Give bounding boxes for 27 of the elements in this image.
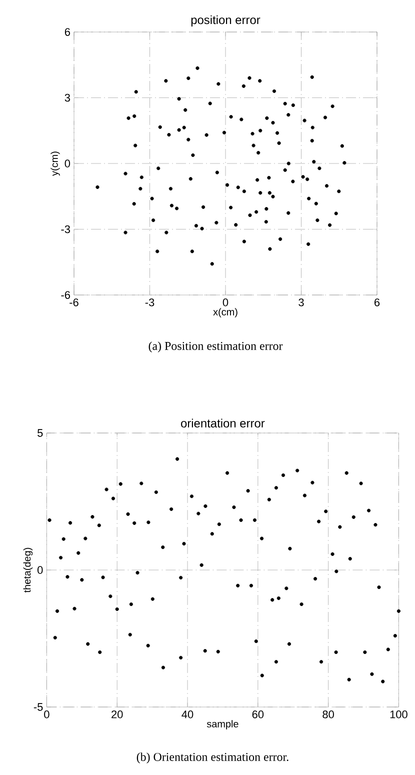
y-tick-label: 0 [64,160,70,168]
y-tick-label: -5 [34,703,43,711]
y-axis-title: theta(deg) [23,548,33,593]
x-tick-label: 60 [252,710,264,718]
x-tick-label: 20 [112,710,123,718]
y-tick-label: 5 [38,429,43,437]
y-tick-label: -3 [61,225,70,234]
text: (a) Position estimation error [148,342,283,352]
y-tick-label: -6 [61,291,70,299]
x-axis-title: x(cm) [213,308,238,318]
x-tick-label: 40 [182,710,194,718]
y-tick-label: 0 [38,566,43,574]
x-tick-label: 6 [374,298,380,306]
y-axis-title: y(cm) [50,152,60,176]
chart-title: position error [191,15,260,26]
x-tick-label: 100 [390,710,408,718]
x-tick-label: 0 [222,298,228,306]
y-tick-label: 3 [64,94,70,102]
chart-title: orientation error [181,418,265,428]
x-tick-label: -6 [70,298,78,306]
x-tick-label: -3 [145,298,154,306]
y-tick-label: 6 [64,28,70,36]
text: (b) Orientation estimation error. [136,752,288,764]
x-tick-label: 80 [322,710,334,718]
x-axis-title: sample [206,720,238,730]
x-tick-label: 0 [44,710,50,718]
x-tick-label: 3 [298,298,304,306]
